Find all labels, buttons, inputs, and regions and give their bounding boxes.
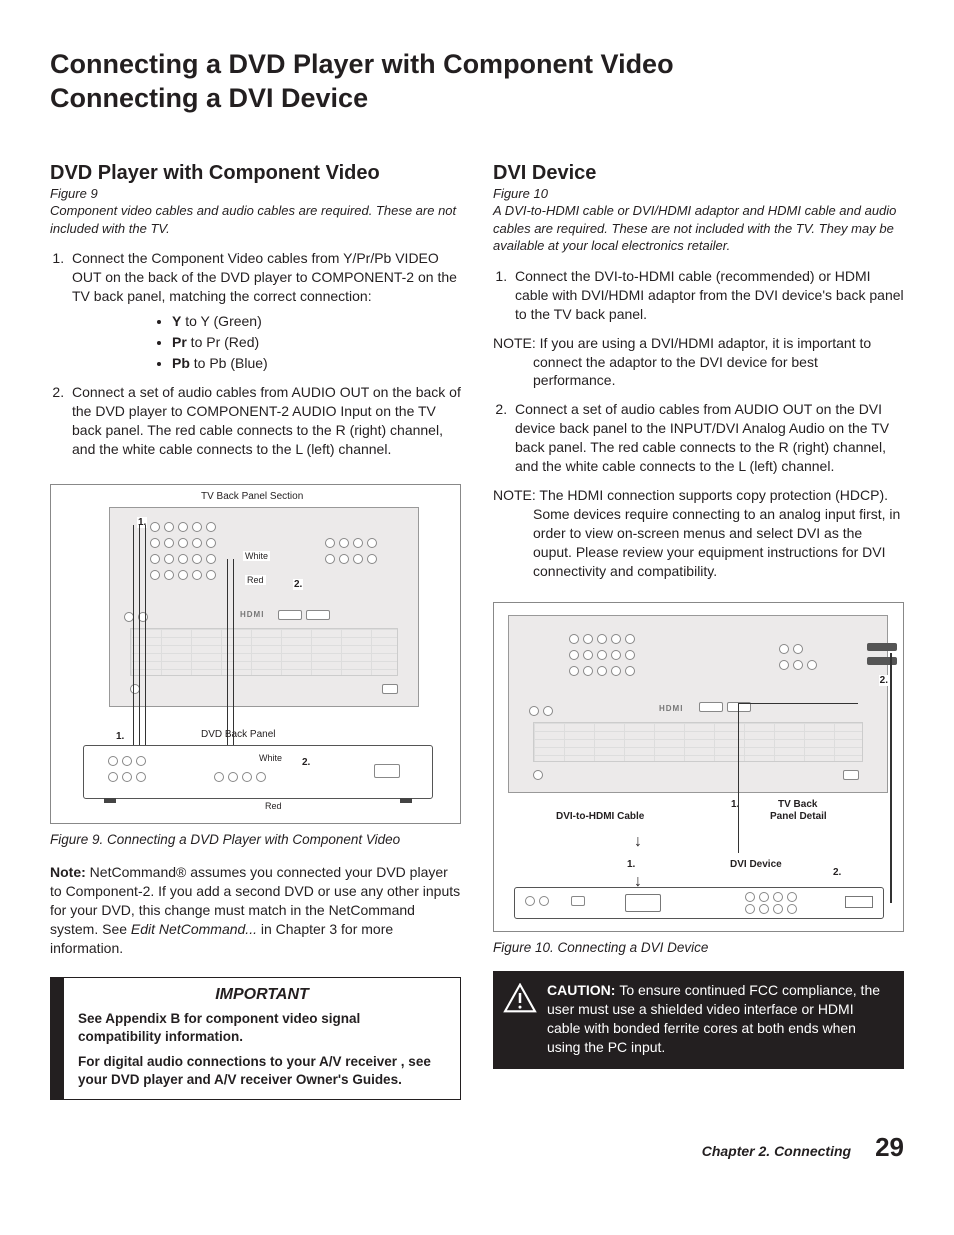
fig9-tv-label: TV Back Panel Section (201, 491, 303, 502)
warning-icon (503, 983, 537, 1013)
map-pb: Pb to Pb (Blue) (172, 354, 461, 373)
dvi-heading: DVI Device (493, 162, 904, 185)
figure-10-caption: Figure 10. Connecting a DVI Device (493, 939, 904, 957)
dvi-step-2: Connect a set of audio cables from AUDIO… (511, 400, 904, 476)
left-column: DVD Player with Component Video Figure 9… (50, 162, 461, 1100)
fig9-step2-top: 2. (293, 579, 303, 590)
dvd-heading: DVD Player with Component Video (50, 162, 461, 185)
dvi-note-2: NOTE: The HDMI connection supports copy … (493, 486, 904, 580)
fig9-white-bot: White (259, 753, 282, 763)
page-title: Connecting a DVD Player with Component V… (50, 48, 904, 116)
footer-chapter: Chapter 2. Connecting (702, 1143, 851, 1159)
dvi-note-1: NOTE: If you are using a DVI/HDMI adapto… (493, 334, 904, 391)
important-p2: For digital audio connections to your A/… (78, 1053, 446, 1088)
fig9-dvd-label: DVD Back Panel (201, 729, 275, 740)
figure-9: TV Back Panel Section HDMI 1. White Red (50, 484, 461, 824)
important-box: IMPORTANT See Appendix B for component v… (50, 977, 461, 1099)
fig10-step2-top: 2. (879, 675, 889, 686)
fig9-red-top: Red (245, 575, 266, 585)
fig9-step2-bot: 2. (301, 757, 311, 768)
fig10-dvi-device-label: DVI Device (730, 859, 782, 870)
map-pr: Pr to Pr (Red) (172, 333, 461, 352)
caution-box: CAUTION: To ensure continued FCC complia… (493, 971, 904, 1069)
fig10-step2-bot: 2. (832, 867, 842, 878)
netcommand-note: Note: NetCommand® assumes you connected … (50, 863, 461, 957)
dvd-color-mapping: Y to Y (Green) Pr to Pr (Red) Pb to Pb (… (172, 312, 461, 373)
dvi-step-1: Connect the DVI-to-HDMI cable (recommend… (511, 267, 904, 324)
map-y: Y to Y (Green) (172, 312, 461, 331)
fig9-step1-bot: 1. (115, 731, 125, 742)
important-title: IMPORTANT (78, 986, 446, 1004)
fig10-tv-label-1: TV Back (778, 799, 817, 810)
title-line-1: Connecting a DVD Player with Component V… (50, 49, 674, 79)
dvi-steps-2: Connect a set of audio cables from AUDIO… (493, 400, 904, 476)
caution-text: CAUTION: To ensure continued FCC complia… (547, 981, 890, 1057)
page-footer: Chapter 2. Connecting 29 (50, 1132, 904, 1163)
figure-10: HDMI 2. 1. TV Back Panel Detail DVI-to-H… (493, 602, 904, 932)
dvi-steps-1: Connect the DVI-to-HDMI cable (recommend… (493, 267, 904, 324)
dvi-requirement: A DVI-to-HDMI cable or DVI/HDMI adaptor … (493, 202, 904, 255)
dvi-figref: Figure 10 (493, 186, 904, 203)
fig9-tv-panel: HDMI (109, 507, 419, 707)
figure-9-caption: Figure 9. Connecting a DVD Player with C… (50, 831, 461, 849)
title-line-2: Connecting a DVI Device (50, 83, 368, 113)
dvd-step-1: Connect the Component Video cables from … (68, 249, 461, 372)
fig9-red-bot: Red (265, 801, 282, 811)
dvd-requirement: Component video cables and audio cables … (50, 202, 461, 237)
dvd-steps: Connect the Component Video cables from … (50, 249, 461, 458)
fig10-step1-bot: 1. (626, 859, 636, 870)
dvd-step-2: Connect a set of audio cables from AUDIO… (68, 383, 461, 459)
important-p1: See Appendix B for component video signa… (78, 1010, 446, 1045)
fig10-tv-panel: HDMI (508, 615, 888, 793)
fig10-cable-label: DVI-to-HDMI Cable (556, 811, 644, 822)
fig9-white-top: White (243, 551, 270, 561)
fig10-tv-label-2: Panel Detail (770, 811, 827, 822)
right-column: DVI Device Figure 10 A DVI-to-HDMI cable… (493, 162, 904, 1100)
two-column-layout: DVD Player with Component Video Figure 9… (50, 162, 904, 1100)
dvd-figref: Figure 9 (50, 186, 461, 203)
fig9-dvd-unit (83, 745, 433, 799)
footer-page-number: 29 (875, 1132, 904, 1163)
fig10-dvi-unit (514, 887, 884, 919)
